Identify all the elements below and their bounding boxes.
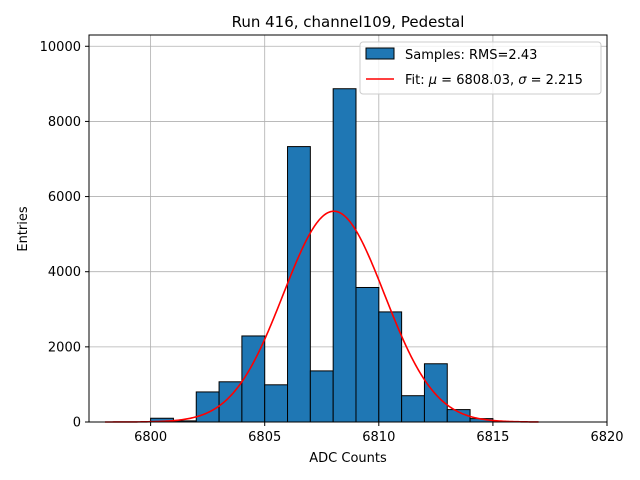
x-axis-label: ADC Counts (309, 451, 387, 466)
y-tick-label-0: 0 (73, 416, 81, 431)
legend: Samples: RMS=2.43 Fit: μ = 6808.03, σ = … (359, 41, 602, 95)
legend-samples-label: Samples: RMS=2.43 (405, 48, 537, 63)
histogram-bar-5 (241, 335, 266, 423)
x-tick-label-0: 6800 (134, 430, 167, 445)
plot-frame (88, 34, 608, 423)
histogram-bar-4 (218, 381, 243, 423)
histogram-bar-9 (332, 88, 357, 423)
histogram-bar-8 (309, 370, 334, 423)
histogram-bar-3 (195, 391, 220, 423)
y-tick-label-3: 6000 (48, 190, 81, 205)
legend-fit-prefix: Fit: (405, 73, 429, 88)
histogram-bar-13 (423, 363, 448, 423)
chart-title: Run 416, channel109, Pedestal (232, 13, 465, 31)
histogram-bar-7 (287, 146, 311, 423)
x-tick-label-1: 6805 (248, 430, 281, 445)
histogram-bars (150, 88, 517, 423)
x-tick-label-2: 6810 (362, 430, 395, 445)
y-axis-ticks: 0 2000 4000 6000 8000 10000 (40, 40, 89, 431)
histogram-bar-12 (401, 395, 425, 423)
x-tick-label-3: 6815 (476, 430, 509, 445)
legend-fit-label: Fit: μ = 6808.03, σ = 2.215 (405, 73, 583, 88)
legend-sigma-symbol: σ (518, 73, 527, 88)
y-tick-label-5: 10000 (40, 40, 81, 55)
legend-mu-symbol: μ (428, 73, 437, 88)
fit-curve (104, 210, 539, 423)
x-tick-label-4: 6820 (590, 430, 623, 445)
legend-mu-value: = 6808.03, (437, 73, 518, 88)
y-tick-label-2: 4000 (48, 265, 81, 280)
y-tick-label-4: 8000 (48, 115, 81, 130)
legend-samples-swatch (365, 47, 395, 60)
y-tick-label-1: 2000 (48, 340, 81, 355)
legend-sigma-value: = 2.215 (526, 73, 582, 88)
x-axis-ticks: 6800 6805 6810 6815 6820 (134, 422, 624, 445)
histogram-bar-6 (264, 384, 289, 423)
y-axis-label: Entries (16, 206, 31, 252)
histogram-bar-10 (355, 286, 380, 423)
legend-box (359, 41, 602, 95)
